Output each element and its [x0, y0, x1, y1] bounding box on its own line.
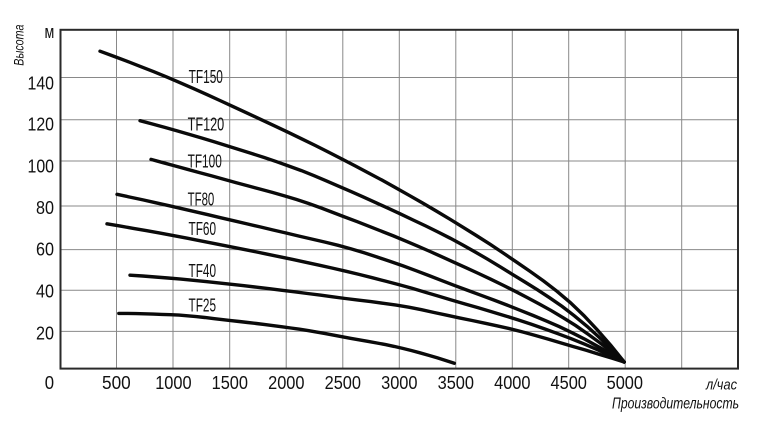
- svg-text:TF150: TF150: [189, 67, 223, 87]
- svg-text:3500: 3500: [438, 373, 474, 393]
- svg-text:1000: 1000: [155, 373, 191, 393]
- svg-text:1500: 1500: [212, 373, 248, 393]
- svg-text:TF60: TF60: [189, 219, 217, 239]
- svg-text:80: 80: [36, 198, 54, 218]
- svg-text:3000: 3000: [381, 373, 417, 393]
- svg-text:Производительность: Производительность: [612, 396, 739, 413]
- svg-text:500: 500: [102, 373, 131, 393]
- svg-text:TF40: TF40: [189, 261, 217, 281]
- svg-text:4500: 4500: [551, 373, 587, 393]
- svg-text:5000: 5000: [607, 373, 643, 393]
- svg-text:4000: 4000: [494, 373, 530, 393]
- svg-text:Высота: Высота: [10, 24, 26, 65]
- svg-text:2500: 2500: [325, 373, 361, 393]
- svg-text:л/час: л/час: [705, 377, 737, 394]
- svg-text:2000: 2000: [268, 373, 304, 393]
- svg-text:TF25: TF25: [189, 295, 217, 315]
- svg-text:20: 20: [36, 323, 54, 343]
- svg-text:0: 0: [45, 373, 54, 393]
- svg-text:140: 140: [28, 73, 55, 93]
- svg-text:м: м: [45, 22, 55, 42]
- svg-text:TF80: TF80: [188, 190, 215, 210]
- svg-text:100: 100: [28, 156, 55, 176]
- svg-text:120: 120: [28, 114, 55, 134]
- svg-text:60: 60: [36, 240, 54, 260]
- svg-text:TF100: TF100: [188, 152, 222, 172]
- svg-text:TF120: TF120: [188, 115, 225, 135]
- svg-text:40: 40: [36, 281, 54, 301]
